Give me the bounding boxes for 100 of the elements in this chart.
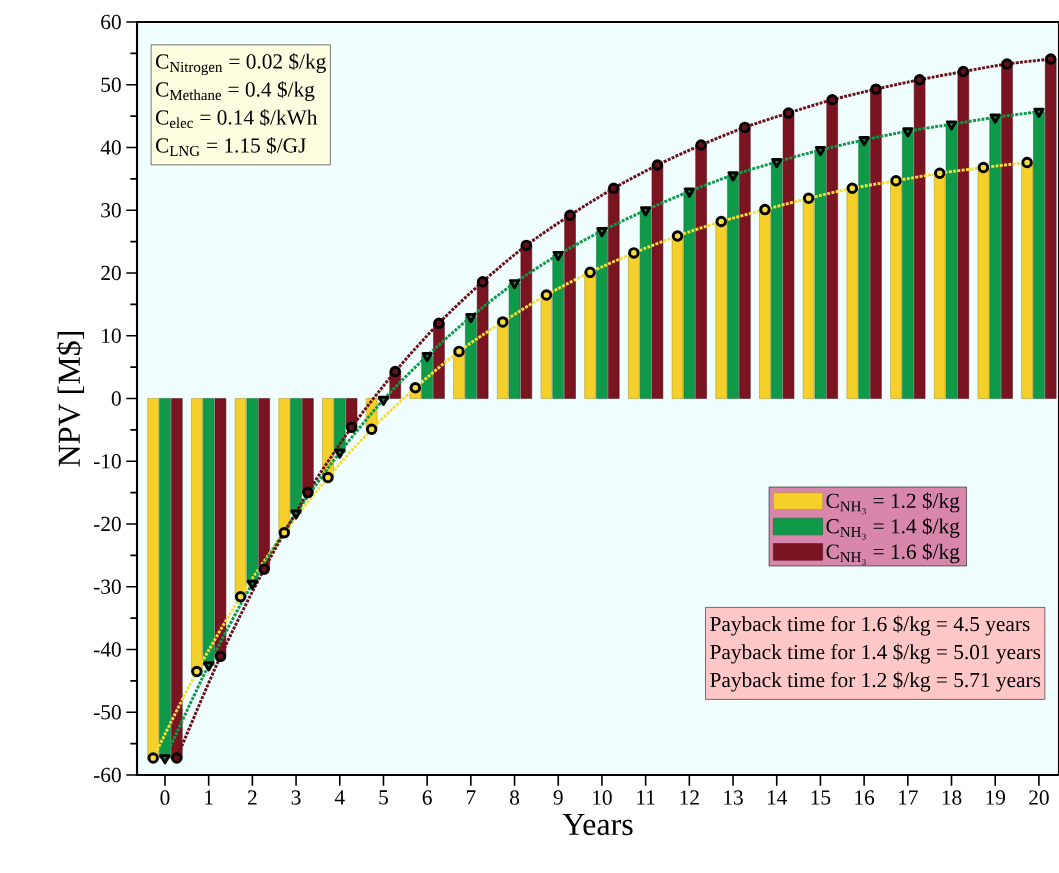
x-tick-label: 1 [205,790,213,805]
bar [302,398,314,493]
bar [1044,58,1057,399]
bar [540,294,553,399]
point [1044,53,1057,65]
annotation: Payback time for 1.6 $/kg = 4.5 years [710,615,1030,636]
bar [628,252,640,399]
bar [671,235,684,399]
point [933,167,946,179]
point [782,107,795,119]
point [1021,156,1033,169]
point [389,365,401,378]
bar [171,398,183,759]
bar [147,398,159,759]
legend-label: C$_{NH₃}$ = 1.4 $/kg [826,517,960,540]
bar [584,272,596,399]
bar [957,71,970,399]
bar [651,164,664,399]
x-tick-label: 4 [334,790,345,805]
point [258,563,270,575]
point [584,266,596,279]
y-axis-title: NPV [M$] [56,331,85,467]
point [683,187,695,198]
point [421,351,433,363]
y-tick-label: -40 [93,642,121,657]
bar [258,398,270,570]
point [203,661,215,672]
x-tick-label: 6 [422,790,432,805]
point [278,527,290,539]
point [497,316,509,328]
point [322,471,334,484]
bar [476,281,489,399]
legend-label: C$_{NH₃}$ = 1.2 $/kg [826,492,960,515]
x-tick-label: 2 [247,790,257,805]
bar [826,99,838,399]
y-tick-label: -10 [93,454,121,469]
point [334,448,346,459]
y-tick-label: 60 [101,14,121,30]
point [552,250,564,262]
y-tick-label: 20 [101,265,121,281]
bar [564,214,576,399]
bar [802,198,815,399]
point [246,579,258,590]
x-tick-label: 8 [510,790,520,805]
annotation: C$_{Methane}$ = 0.4 $/kg [155,80,315,102]
x-tick-label: 12 [680,790,699,805]
bar [739,127,751,399]
point [540,289,553,301]
x-tick-label: 16 [855,790,875,805]
x-tick-label: 20 [1029,790,1049,805]
x-axis-title: Years [562,813,633,836]
point [858,136,870,147]
annotation: C$_{Nitrogen}$ = 0.02 $/kg [155,52,326,76]
bar [759,209,771,399]
point [989,113,1001,124]
x-tick-label: 9 [553,790,563,805]
point [214,650,227,663]
point [508,279,521,290]
x-tick-label: 14 [767,790,788,805]
bar [520,245,533,399]
point [814,146,827,157]
bar [608,188,620,399]
y-tick-label: -60 [93,767,121,783]
point [846,182,859,194]
point [759,203,771,216]
x-tick-label: 17 [899,790,918,805]
bar [913,79,926,399]
x-tick-label: 15 [811,790,831,805]
y-tick-label: -50 [93,705,121,720]
point [365,423,378,435]
point [890,175,902,187]
point [727,171,739,182]
point [870,83,882,95]
point [945,120,958,131]
point [476,276,489,288]
point [171,752,183,764]
annotation: C$_{LNG}$ = 1.15 $/GJ [155,136,306,157]
bar [977,167,990,399]
x-tick-label: 19 [986,790,1005,805]
point [302,486,314,499]
bar [782,112,795,399]
point [902,127,914,138]
y-tick-label: 40 [100,140,121,155]
bar [214,398,227,657]
annotation: Payback time for 1.4 $/kg = 5.01 years [710,643,1041,664]
y-tick-label: 10 [102,328,121,343]
bar [695,144,707,399]
bar [278,398,290,534]
annotation: Payback time for 1.2 $/kg = 5.71 years [710,671,1041,692]
x-tick-label: 11 [637,790,655,805]
point [147,752,159,764]
y-tick-label: 0 [111,391,121,406]
legend-label: C$_{NH₃}$ = 1.6 $/kg [826,543,960,566]
bar [890,180,902,399]
point [802,192,815,205]
bar [191,398,203,672]
y-tick-label: -30 [93,579,121,594]
point [695,139,707,151]
point [640,206,652,217]
point [433,317,445,329]
